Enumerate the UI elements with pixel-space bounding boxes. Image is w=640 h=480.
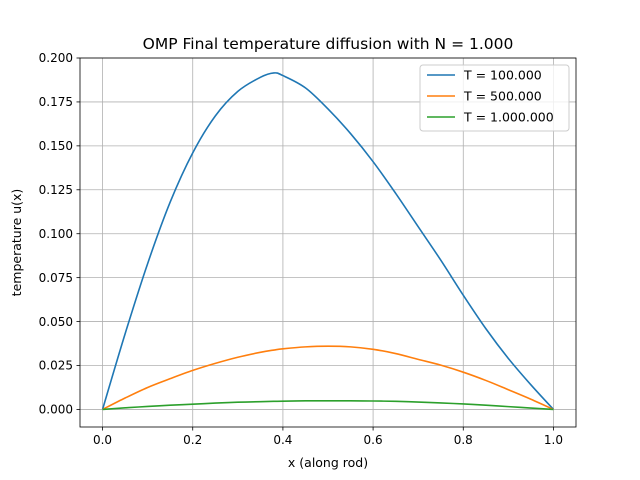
- series-layer: [101, 72, 555, 411]
- x-tick-label: 0.6: [364, 433, 383, 447]
- legend-label-3: T = 1.000.000: [463, 110, 554, 125]
- plot-frame: [79, 57, 577, 428]
- x-tick-label: 0.2: [183, 433, 202, 447]
- x-tick-label: 1.0: [544, 433, 563, 447]
- x-axis-label: x (along rod): [288, 455, 368, 470]
- legend: T = 100.000 T = 500.000 T = 1.000.000: [419, 64, 570, 132]
- x-tick-label: 0.4: [273, 433, 292, 447]
- y-tick-label: 0.000: [39, 403, 73, 417]
- x-tick-label: 0.8: [454, 433, 473, 447]
- series-line-3: [102, 399, 554, 411]
- y-axis: 0.000 0.025 0.050 0.075 0.100 0.125 0.150 0.175…: [39, 51, 80, 417]
- legend-box: [419, 64, 570, 132]
- legend-label-1: T = 100.000: [463, 68, 542, 83]
- series-line-1: [101, 72, 555, 410]
- y-tick-label: 0.175: [39, 95, 73, 109]
- y-tick-label: 0.075: [39, 271, 73, 285]
- y-tick-label: 0.200: [39, 51, 73, 65]
- y-tick-label: 0.150: [39, 139, 73, 153]
- y-tick-label: 0.100: [39, 227, 73, 241]
- legend-label-2: T = 500.000: [463, 89, 542, 104]
- y-axis-label: temperature u(x): [9, 189, 24, 297]
- chart-title: OMP Final temperature diffusion with N =…: [143, 35, 514, 53]
- y-tick-label: 0.050: [39, 315, 73, 329]
- x-axis: 0.0 0.2 0.4 0.6 0.8 1.0: [93, 427, 563, 447]
- y-tick-label: 0.025: [39, 359, 73, 373]
- y-tick-label: 0.125: [39, 183, 73, 197]
- series-line-2: [102, 345, 554, 411]
- x-tick-label: 0.0: [93, 433, 112, 447]
